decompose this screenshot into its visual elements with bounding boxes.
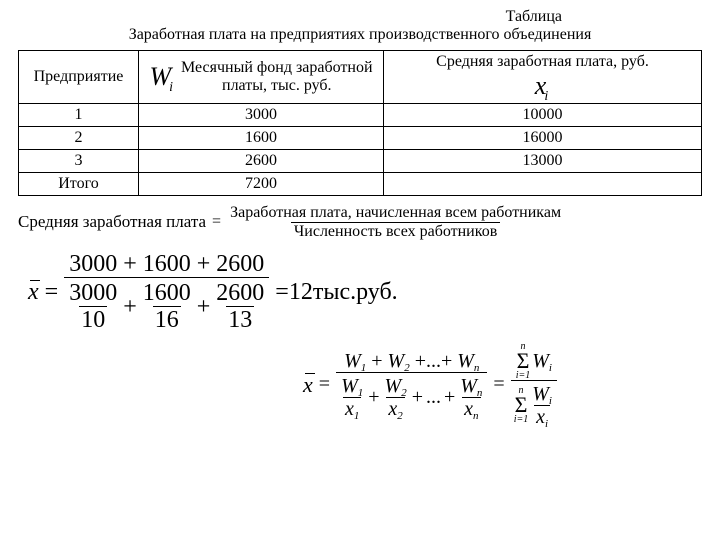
w-i-symbol: Wi [149, 62, 175, 92]
table-row: 1300010000 [19, 104, 702, 127]
table-row: 3260013000 [19, 150, 702, 173]
table-row: Итого7200 [19, 173, 702, 196]
general-formula: x = W1 + W2 +...+ Wn W1x1 + W2x2 +...+ W… [158, 342, 702, 428]
col-fund: Wi Месячный фонд заработнойплаты, тыс. р… [139, 51, 384, 104]
x-i-symbol: xi [535, 71, 550, 101]
table-label: Таблица [18, 8, 702, 26]
numeric-calculation: x = 3000 + 1600 + 2600 300010 + 160016 +… [28, 251, 702, 334]
col-enterprise: Предприятие [19, 51, 139, 104]
table-row: 2160016000 [19, 127, 702, 150]
table-caption: Заработная плата на предприятиях произво… [18, 26, 702, 44]
verbal-formula: Средняя заработная плата = Заработная пл… [18, 204, 702, 240]
wage-table: Предприятие Wi Месячный фонд заработнойп… [18, 50, 702, 196]
col-avg-wage: Средняя заработная плата, руб. xi [384, 51, 702, 104]
